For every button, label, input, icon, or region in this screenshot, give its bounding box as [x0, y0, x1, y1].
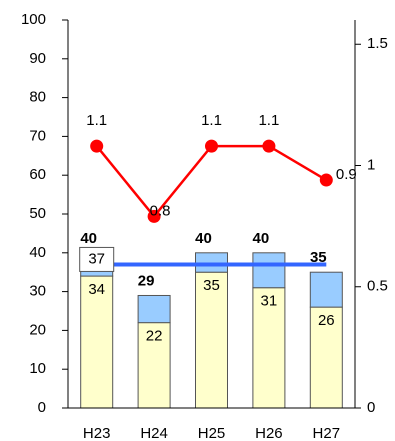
y2-tick-label: 1.5 [367, 35, 388, 52]
x-tick-label: H27 [313, 425, 341, 441]
x-tick-label: H23 [83, 425, 111, 441]
x-tick-label: H26 [255, 425, 283, 441]
line-value-label: 1.1 [86, 112, 107, 129]
line-value-label: 0.9 [336, 166, 357, 183]
bar-segment [80, 275, 114, 409]
y-tick-label: 70 [29, 127, 46, 144]
y-tick-label: 100 [21, 11, 46, 28]
total-label: 35 [310, 249, 327, 266]
y-tick-label: 80 [29, 89, 46, 106]
bar-value-label: 22 [146, 328, 163, 345]
y-tick-label: 20 [29, 321, 46, 338]
line-value-label: 0.8 [150, 202, 171, 219]
y-tick-label: 40 [29, 244, 46, 261]
bar-value-label: 26 [318, 312, 335, 329]
total-label: 40 [253, 230, 270, 247]
x-tick-label: H24 [140, 425, 168, 441]
bar-value-label: 35 [203, 277, 220, 294]
y-tick-label: 10 [29, 360, 46, 377]
bar-segment [309, 306, 343, 409]
total-label: 29 [138, 272, 155, 289]
y2-tick-label: 0 [367, 399, 375, 416]
line-marker [205, 139, 218, 153]
line-marker [262, 139, 276, 153]
line-value-label: 1.1 [201, 112, 222, 129]
bar-value-label: 34 [88, 281, 105, 298]
bar-segment [137, 294, 171, 324]
line-marker [319, 173, 333, 187]
reference-label-box [79, 246, 115, 272]
x-tick-label: H25 [198, 425, 226, 441]
y-tick-label: 0 [38, 399, 46, 416]
line [95, 144, 327, 219]
line-marker [147, 209, 161, 223]
y2-tick-label: 1 [367, 156, 375, 173]
line-marker [90, 139, 104, 153]
line-value-label: 1.1 [258, 112, 279, 129]
bar-segment [252, 252, 286, 289]
total-label: 40 [195, 230, 212, 247]
y2-tick-label: 0.5 [367, 278, 388, 295]
reference-label: 37 [88, 250, 105, 267]
total-label: 40 [80, 230, 97, 247]
bar-segment [309, 271, 343, 308]
y-tick-label: 30 [29, 283, 46, 300]
y-tick-label: 90 [29, 50, 46, 67]
y-tick-label: 60 [29, 166, 46, 183]
y-tick-label: 50 [29, 205, 46, 222]
bar-value-label: 31 [261, 293, 278, 310]
